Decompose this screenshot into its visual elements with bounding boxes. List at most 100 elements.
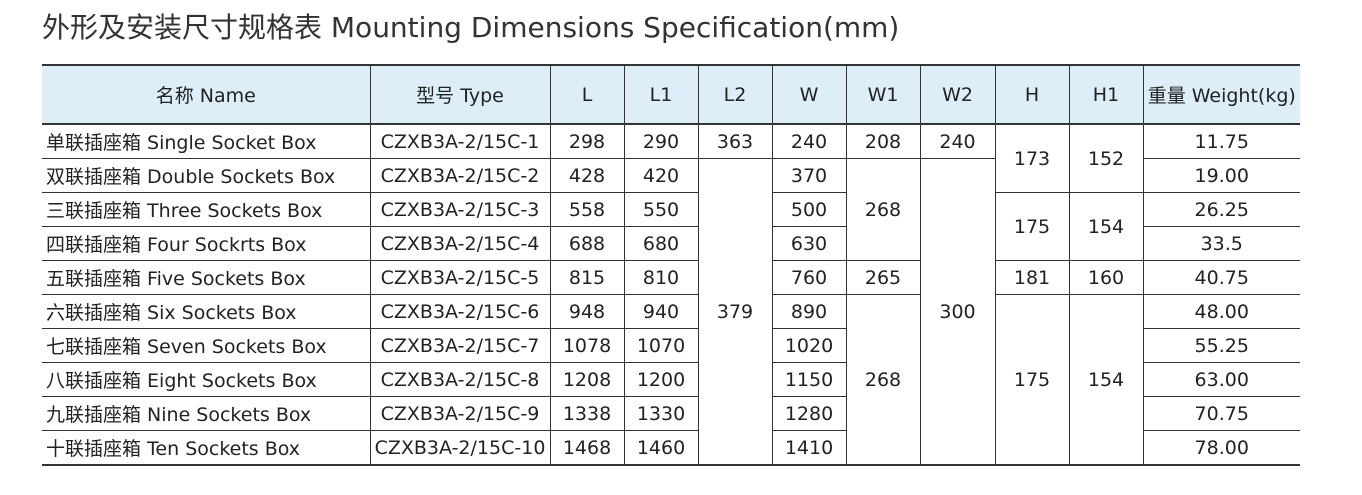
table-cell: CZXB3A-2/15C-10 bbox=[369, 430, 550, 466]
product-name: 三联插座箱 Three Sockets Box bbox=[42, 192, 370, 227]
table-row: 四联插座箱 Four Sockrts Box CZXB3A-2/15C-4 688 6… bbox=[42, 226, 1300, 261]
title: 外形及安装尺寸规格表 Mounting Dimensions Specifica… bbox=[42, 11, 900, 44]
table-cell: 1468 bbox=[549, 430, 624, 466]
table-cell: CZXB3A-2/15C-2 bbox=[369, 158, 550, 193]
table-cell: 1280 bbox=[771, 396, 846, 431]
table-cell: 1460 bbox=[623, 430, 698, 466]
column-header: W2 bbox=[919, 64, 995, 125]
table-cell: 1208 bbox=[549, 362, 624, 397]
table-cell: 173 bbox=[994, 123, 1069, 193]
table-cell: 152 bbox=[1068, 123, 1143, 193]
table-row: 十联插座箱 Ten Sockets Box CZXB3A-2/15C-10 1468… bbox=[42, 430, 1300, 466]
table-cell: 428 bbox=[549, 158, 624, 193]
table-row: 六联插座箱 Six Sockets Box CZXB3A-2/15C-6 948 94… bbox=[42, 294, 1300, 466]
table-cell: 1338 bbox=[549, 396, 624, 431]
product-name: 四联插座箱 Four Sockrts Box bbox=[42, 226, 370, 261]
header-row: 名称 Name 型号 Type L L1 L2 W W1 W2 H H1 重量 Weight(kg) bbox=[42, 64, 1300, 125]
table-cell: 1020 bbox=[771, 328, 846, 363]
table-cell: 379 bbox=[697, 158, 772, 466]
table-cell: CZXB3A-2/15C-9 bbox=[369, 396, 550, 431]
table-cell: 11.75 bbox=[1142, 123, 1300, 159]
column-header: 型号 Type bbox=[369, 64, 550, 125]
table-cell: 55.25 bbox=[1142, 328, 1300, 363]
table-cell: 33.5 bbox=[1142, 226, 1300, 261]
table-cell: 70.75 bbox=[1142, 396, 1300, 431]
table-cell: 940 bbox=[623, 294, 698, 329]
table-cell: 1078 bbox=[549, 328, 624, 363]
table-cell: 240 bbox=[919, 123, 995, 159]
table-cell: 181 bbox=[994, 260, 1069, 295]
product-name: 单联插座箱 Single Socket Box bbox=[42, 123, 370, 159]
table-cell: 890 bbox=[771, 294, 846, 329]
table-cell: 78.00 bbox=[1142, 430, 1300, 466]
column-header: L1 bbox=[623, 64, 698, 125]
table-cell: 48.00 bbox=[1142, 294, 1300, 329]
table-cell: 1150 bbox=[771, 362, 846, 397]
column-header: H bbox=[994, 64, 1069, 125]
table-cell: 268 bbox=[845, 294, 920, 466]
product-name: 十联插座箱 Ten Sockets Box bbox=[42, 430, 370, 466]
table-cell: CZXB3A-2/15C-3 bbox=[369, 192, 550, 227]
product-name: 七联插座箱 Seven Sockets Box bbox=[42, 328, 370, 363]
table-cell: 298 bbox=[549, 123, 624, 159]
table-cell: 680 bbox=[623, 226, 698, 261]
table-row: 七联插座箱 Seven Sockets Box CZXB3A-2/15C-7 107… bbox=[42, 328, 1300, 363]
table-cell: CZXB3A-2/15C-8 bbox=[369, 362, 550, 397]
column-header: 名称 Name bbox=[42, 64, 370, 125]
table-body: 单联插座箱 Single Socket Box CZXB3A-2/15C-1 298… bbox=[42, 123, 1300, 466]
table-cell: 160 bbox=[1068, 260, 1143, 295]
table-row: 八联插座箱 Eight Sockets Box CZXB3A-2/15C-8 120… bbox=[42, 362, 1300, 397]
table-cell: CZXB3A-2/15C-1 bbox=[369, 123, 550, 159]
column-header: L bbox=[549, 64, 624, 125]
table-cell: 19.00 bbox=[1142, 158, 1300, 193]
table-cell: 154 bbox=[1068, 294, 1143, 466]
column-header: 重量 Weight(kg) bbox=[1142, 64, 1300, 125]
table-cell: 1330 bbox=[623, 396, 698, 431]
product-name: 双联插座箱 Double Sockets Box bbox=[42, 158, 370, 193]
table-cell: 550 bbox=[623, 192, 698, 227]
table-cell: 175 bbox=[994, 192, 1069, 261]
product-name: 八联插座箱 Eight Sockets Box bbox=[42, 362, 370, 397]
table-cell: 300 bbox=[919, 158, 995, 466]
spec-table: 名称 Name 型号 Type L L1 L2 W W1 W2 H H1 重量 Weight(kg)… bbox=[42, 64, 1300, 466]
table-cell: 370 bbox=[771, 158, 846, 193]
table-cell: 240 bbox=[771, 123, 846, 159]
table-cell: CZXB3A-2/15C-5 bbox=[369, 260, 550, 295]
table-cell: 154 bbox=[1068, 192, 1143, 261]
product-name: 五联插座箱 Five Sockets Box bbox=[42, 260, 370, 295]
column-header: W bbox=[771, 64, 846, 125]
table-cell: CZXB3A-2/15C-7 bbox=[369, 328, 550, 363]
table-row: 三联插座箱 Three Sockets Box CZXB3A-2/15C-3 558… bbox=[42, 192, 1300, 261]
table-cell: 630 bbox=[771, 226, 846, 261]
table-cell: 40.75 bbox=[1142, 260, 1300, 295]
table-cell: 688 bbox=[549, 226, 624, 261]
product-name: 六联插座箱 Six Sockets Box bbox=[42, 294, 370, 329]
table-cell: 810 bbox=[623, 260, 698, 295]
column-header: W1 bbox=[845, 64, 920, 125]
table-cell: 558 bbox=[549, 192, 624, 227]
table-cell: 1410 bbox=[771, 430, 846, 466]
table-cell: 265 bbox=[845, 260, 920, 295]
table-cell: 175 bbox=[994, 294, 1069, 466]
table-row: 五联插座箱 Five Sockets Box CZXB3A-2/15C-5 815 8… bbox=[42, 260, 1300, 295]
table-cell: 815 bbox=[549, 260, 624, 295]
table-cell: 760 bbox=[771, 260, 846, 295]
column-header: H1 bbox=[1068, 64, 1143, 125]
table-row: 双联插座箱 Double Sockets Box CZXB3A-2/15C-2 42… bbox=[42, 158, 1300, 466]
table-cell: CZXB3A-2/15C-4 bbox=[369, 226, 550, 261]
table-cell: CZXB3A-2/15C-6 bbox=[369, 294, 550, 329]
table-row: 单联插座箱 Single Socket Box CZXB3A-2/15C-1 298… bbox=[42, 123, 1300, 193]
table-cell: 26.25 bbox=[1142, 192, 1300, 227]
table-cell: 363 bbox=[697, 123, 772, 159]
column-header: L2 bbox=[697, 64, 772, 125]
product-name: 九联插座箱 Nine Sockets Box bbox=[42, 396, 370, 431]
table-cell: 1200 bbox=[623, 362, 698, 397]
table-cell: 1070 bbox=[623, 328, 698, 363]
table-cell: 500 bbox=[771, 192, 846, 227]
table-cell: 948 bbox=[549, 294, 624, 329]
table-cell: 290 bbox=[623, 123, 698, 159]
table-cell: 208 bbox=[845, 123, 920, 159]
table-row: 九联插座箱 Nine Sockets Box CZXB3A-2/15C-9 1338… bbox=[42, 396, 1300, 431]
table-cell: 63.00 bbox=[1142, 362, 1300, 397]
